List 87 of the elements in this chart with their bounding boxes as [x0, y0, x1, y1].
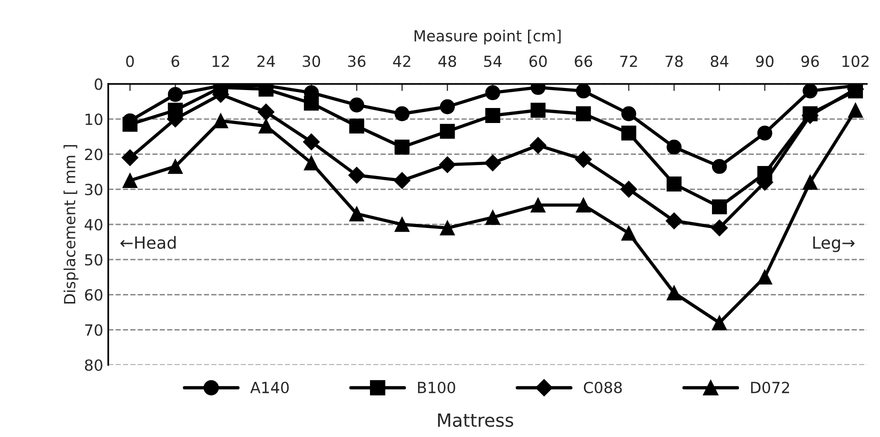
point: [621, 106, 636, 122]
x-tick-label: 96: [801, 56, 819, 68]
point: [349, 206, 364, 222]
point: [440, 220, 455, 236]
point: [666, 140, 682, 155]
x-tick-label: 54: [484, 56, 502, 68]
y-tick-label: 80: [84, 359, 102, 371]
y-tick-label: 20: [85, 148, 102, 160]
x-tick-label: 24: [257, 56, 275, 67]
point: [666, 285, 682, 300]
point: [485, 210, 500, 225]
point: [576, 84, 591, 98]
legend-title: Mattress: [438, 414, 514, 427]
point: [575, 151, 592, 168]
point: [711, 220, 728, 236]
x-tick-label: 48: [438, 56, 456, 68]
point: [757, 126, 772, 141]
x-tick-label: 72: [620, 56, 637, 67]
x-tick-label: 66: [574, 56, 592, 68]
point: [576, 106, 591, 122]
x-tick-label: 84: [710, 56, 728, 68]
point: [394, 172, 410, 189]
x-tick-label: 0: [126, 56, 134, 68]
point: [258, 84, 274, 97]
point: [621, 126, 636, 141]
point: [304, 155, 319, 170]
point: [848, 102, 863, 118]
annotation: ←Head: [120, 236, 176, 249]
point: [712, 315, 727, 330]
point: [349, 98, 364, 112]
point: [394, 140, 410, 155]
point: [258, 104, 274, 120]
point: [757, 270, 772, 285]
annotation: Leg→: [813, 236, 855, 252]
point: [485, 85, 500, 100]
legend-label: B100: [418, 382, 456, 394]
x-tick-label: 102: [842, 56, 869, 68]
point: [802, 174, 818, 190]
x-tick-label: 60: [529, 56, 547, 68]
point: [666, 212, 682, 230]
point: [621, 226, 636, 241]
point: [666, 176, 682, 192]
y-tick-label: 0: [94, 78, 102, 90]
point: [712, 158, 727, 174]
point: [168, 158, 183, 174]
point: [394, 106, 410, 122]
x-tick-label: 90: [756, 56, 774, 68]
legend-label: C088: [584, 382, 622, 394]
point: [304, 96, 319, 111]
point: [620, 180, 638, 198]
point: [440, 99, 455, 114]
point: [349, 118, 364, 134]
point: [530, 198, 546, 213]
y-tick-label: 50: [85, 254, 102, 266]
point: [530, 102, 546, 118]
point: [576, 198, 591, 213]
legend-label: A140: [250, 382, 289, 394]
x-tick-label: 6: [172, 56, 180, 68]
point: [439, 156, 456, 174]
point: [712, 199, 727, 214]
point: [213, 113, 228, 128]
point: [258, 118, 274, 134]
y-axis-title: Displacement [ mm ]: [64, 145, 78, 304]
y-tick-label: 30: [85, 184, 102, 196]
y-tick-label: 70: [85, 324, 102, 336]
y-tick-label: 40: [84, 218, 102, 230]
point: [168, 86, 183, 102]
point: [485, 108, 500, 123]
point: [394, 216, 410, 232]
x-axis-title: Measure point [cm]: [414, 30, 561, 45]
point: [122, 116, 138, 132]
point: [348, 166, 366, 184]
point: [802, 84, 818, 98]
x-tick-label: 30: [302, 56, 320, 68]
x-tick-label: 78: [666, 56, 683, 68]
point: [440, 124, 455, 139]
point: [484, 154, 502, 172]
point: [122, 149, 138, 166]
point: [302, 133, 320, 150]
point: [530, 136, 546, 154]
y-tick-label: 10: [86, 113, 102, 126]
x-tick-label: 36: [348, 56, 366, 68]
point: [122, 173, 138, 188]
x-tick-label: 12: [212, 56, 229, 67]
legend-label: D072: [751, 382, 790, 394]
y-tick-label: 60: [85, 289, 102, 301]
x-tick-label: 42: [393, 56, 410, 67]
